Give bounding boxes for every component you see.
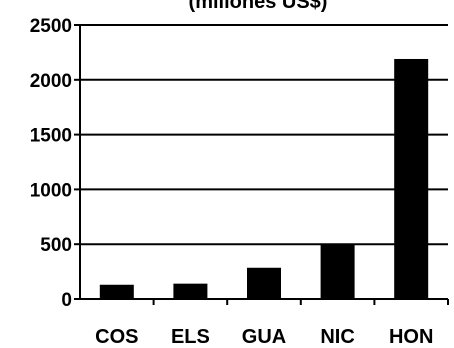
y-axis-ticks: 0 500 1000 1500 2000 2500 [30,16,80,311]
bar-cos [99,284,134,299]
x-tick-label-hon: HON [389,326,433,348]
bar-els [173,283,208,299]
x-tick-label-gua: GUA [242,326,286,348]
x-tick-label-nic: NIC [320,326,354,348]
y-tick-label-1000: 1000 [30,180,72,201]
x-axis-ticks: COS ELS GUA NIC HON [95,299,449,348]
y-tick-label-1500: 1500 [30,126,72,147]
bar-gua [247,267,281,299]
bar-hon [394,58,429,300]
x-tick-label-cos: COS [95,326,138,348]
y-tick-label-0: 0 [61,290,72,311]
bar-nic [320,244,355,299]
bars [99,58,429,300]
chart-title: (millones US$) [189,0,328,13]
y-tick-label-2000: 2000 [30,71,72,92]
y-tick-label-500: 500 [40,235,72,256]
x-tick-label-els: ELS [171,326,210,348]
y-tick-label-2500: 2500 [30,16,72,37]
grid-lines [80,24,448,246]
